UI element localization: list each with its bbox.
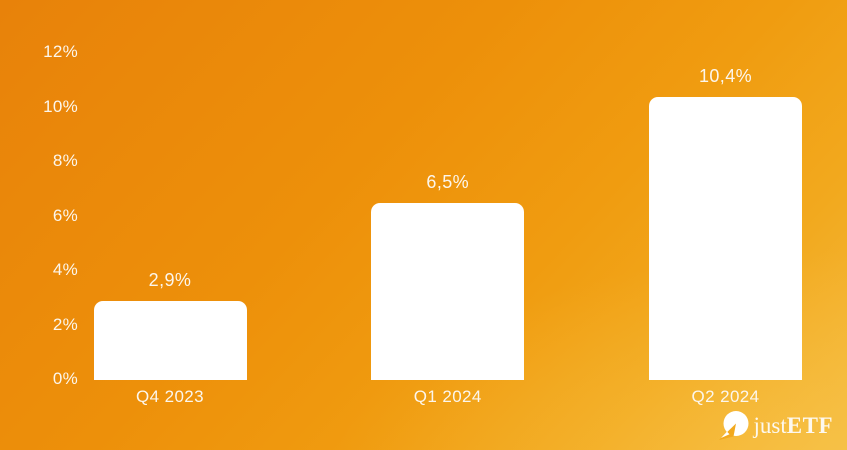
y-axis-tick-label: 2% xyxy=(52,314,78,334)
justetf-logo: justETF xyxy=(718,410,833,440)
bar-value-label: 6,5% xyxy=(426,171,470,192)
y-axis-tick-label: 8% xyxy=(52,151,78,170)
bar xyxy=(93,300,247,380)
y-axis-tick-label: 10% xyxy=(43,96,78,116)
logo-text-just: just xyxy=(753,412,787,438)
bar-category-label: Q1 2024 xyxy=(413,387,482,406)
bar-value-label: 2,9% xyxy=(148,269,192,290)
y-axis-tick-label: 12% xyxy=(43,42,78,61)
y-axis-tick-label: 0% xyxy=(52,369,78,388)
bar-value-label: 10,4% xyxy=(698,65,753,86)
bar-category-label: Q4 2023 xyxy=(135,387,205,406)
y-axis-tick-label: 4% xyxy=(52,260,78,279)
logo-text-etf: ETF xyxy=(786,412,833,438)
justetf-compass-icon xyxy=(718,411,749,440)
y-axis-tick-label: 6% xyxy=(52,205,78,225)
justetf-logo-text: justETF xyxy=(754,414,833,437)
bar xyxy=(371,202,525,380)
bar xyxy=(649,96,802,380)
bar-category-label: Q2 2024 xyxy=(691,387,760,406)
